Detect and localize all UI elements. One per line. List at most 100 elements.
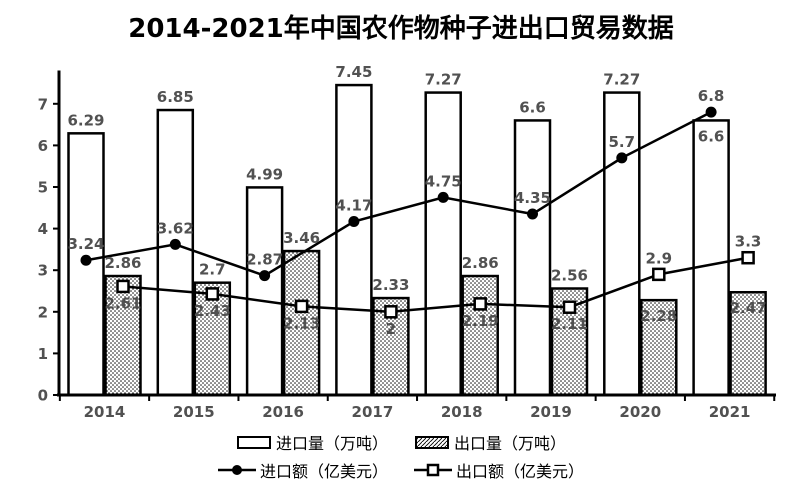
bar-import-volume-2016 (245, 186, 284, 397)
label-export-value-2021: 3.3 (735, 233, 762, 251)
axes-layer: 0 1 2 3 4 5 6 7 2014 2015 2016 2017 2018 2019 2020 2021 (38, 70, 776, 421)
data-labels-layer: 6.29 6.85 4.99 7.45 7.27 6.6 7.27 6.6 2.86 2.7 3.4… (67, 63, 766, 338)
import-value-swatch-icon (217, 465, 256, 475)
marker-square-2016 (294, 299, 309, 314)
label-export-volume-2020: 2.28 (640, 307, 677, 325)
y-tick-label: 7 (38, 95, 48, 113)
marker-circle-2016 (259, 270, 271, 282)
bar-export-volume-2020 (640, 298, 678, 397)
bar-import-volume-2015 (156, 108, 195, 397)
label-import-value-2019: 4.35 (514, 189, 551, 207)
label-export-value-2015: 2.43 (194, 302, 231, 320)
lines-layer (80, 106, 755, 319)
label-import-value-2021: 6.8 (698, 87, 725, 105)
chart-plot-area: 0 1 2 3 4 5 6 7 2014 2015 2016 2017 2018 2019 2020 2021… (38, 63, 776, 421)
marker-square-2019 (562, 300, 577, 314)
marker-circle-2021 (705, 106, 717, 118)
y-tick-label: 0 (38, 387, 48, 405)
legend-item-export-volume: 出口量（万吨） (414, 430, 566, 454)
label-import-volume-2014: 6.29 (67, 111, 104, 129)
x-tick-label: 2018 (441, 403, 483, 421)
legend-row-lines: 进口额（亿美元） 出口额（亿美元） (217, 458, 584, 482)
x-tick-label: 2014 (84, 403, 126, 421)
bar-export-volume-2021 (729, 290, 767, 397)
y-tick-label: 1 (38, 345, 48, 363)
line-export-value (122, 256, 749, 314)
label-export-value-2017: 2 (386, 320, 396, 338)
y-tick-label: 6 (38, 137, 48, 155)
marker-circle-2014 (80, 254, 92, 266)
chart-title: 2014-2021年中国农作物种子进出口贸易数据 (128, 14, 674, 44)
chart-legend: 进口量（万吨） 出口量（万吨） 进口额（亿美元） 出口额（亿美元） (0, 430, 802, 482)
legend-label-import-volume: 进口量（万吨） (275, 434, 388, 453)
label-import-value-2017: 4.17 (335, 197, 372, 215)
legend-row-bars: 进口量（万吨） 出口量（万吨） (236, 430, 566, 454)
import-volume-swatch-icon (236, 436, 271, 449)
x-tick-label: 2016 (262, 403, 304, 421)
line-import-value (85, 111, 712, 277)
marker-circle-2017 (348, 216, 360, 228)
legend-label-import-value: 进口额（亿美元） (259, 462, 388, 481)
label-import-volume-2021: 6.6 (698, 127, 725, 145)
x-tick-label: 2019 (530, 403, 572, 421)
label-export-volume-2019: 2.56 (551, 267, 588, 285)
y-tick-label: 3 (38, 262, 48, 280)
x-tick-label: 2020 (619, 403, 661, 421)
label-export-value-2016: 2.13 (283, 314, 320, 332)
label-export-value-2020: 2.9 (646, 249, 673, 267)
label-import-volume-2019: 6.6 (519, 98, 546, 116)
label-import-value-2015: 3.62 (157, 219, 194, 237)
bar-export-volume-2018 (461, 274, 499, 397)
label-export-value-2019: 2.11 (551, 315, 588, 333)
marker-square-2018 (473, 297, 487, 311)
legend-label-export-value: 出口额（亿美元） (456, 462, 585, 481)
marker-square-2015 (205, 287, 220, 301)
label-import-volume-2015: 6.85 (157, 88, 194, 106)
marker-circle-2015 (169, 238, 181, 250)
legend-item-import-value: 进口额（亿美元） (217, 458, 388, 482)
y-tick-label: 5 (38, 179, 48, 197)
label-import-volume-2020: 7.27 (603, 71, 640, 89)
bar-import-volume-2020 (603, 91, 641, 397)
marker-circle-2019 (527, 208, 538, 220)
label-export-value-2018: 2.19 (462, 312, 499, 330)
marker-square-2021 (741, 250, 755, 265)
label-export-volume-2017: 2.33 (372, 276, 409, 294)
marker-square-2020 (652, 267, 666, 282)
bar-export-volume-2015 (193, 281, 232, 397)
label-export-volume-2015: 2.7 (199, 261, 226, 279)
label-import-value-2020: 5.7 (609, 133, 636, 151)
marker-square-2017 (384, 305, 398, 319)
x-tick-label: 2015 (173, 403, 215, 421)
label-import-value-2016: 2.87 (246, 251, 283, 269)
label-export-volume-2014: 2.86 (104, 254, 141, 272)
bar-import-volume-2018 (424, 91, 462, 397)
bar-import-volume-2019 (513, 119, 552, 397)
x-tick-label: 2017 (352, 403, 394, 421)
bar-import-volume-2021 (692, 119, 730, 397)
label-export-volume-2021: 2.47 (730, 299, 767, 317)
label-import-value-2018: 4.75 (425, 172, 462, 190)
x-tick-label: 2021 (709, 403, 751, 421)
label-export-volume-2018: 2.86 (462, 254, 499, 272)
label-import-volume-2017: 7.45 (335, 63, 372, 81)
y-tick-label: 4 (38, 220, 48, 238)
legend-item-import-volume: 进口量（万吨） (236, 430, 388, 454)
bar-export-volume-2014 (104, 274, 142, 397)
export-volume-swatch-icon (415, 436, 449, 449)
marker-circle-2018 (437, 191, 449, 203)
bars-layer (67, 83, 767, 397)
label-import-volume-2016: 4.99 (246, 165, 283, 183)
label-export-volume-2016: 3.46 (283, 229, 320, 247)
label-import-volume-2018: 7.27 (425, 71, 462, 89)
label-export-value-2014: 2.61 (104, 294, 141, 312)
bar-import-volume-2017 (335, 83, 373, 397)
marker-circle-2020 (616, 152, 628, 164)
legend-label-export-volume: 出口量（万吨） (454, 434, 567, 453)
legend-item-export-value: 出口额（亿美元） (414, 458, 584, 482)
label-import-value-2014: 3.24 (67, 235, 104, 253)
y-tick-label: 2 (38, 303, 48, 321)
marker-square-2014 (116, 279, 130, 294)
export-value-swatch-icon (414, 463, 452, 477)
